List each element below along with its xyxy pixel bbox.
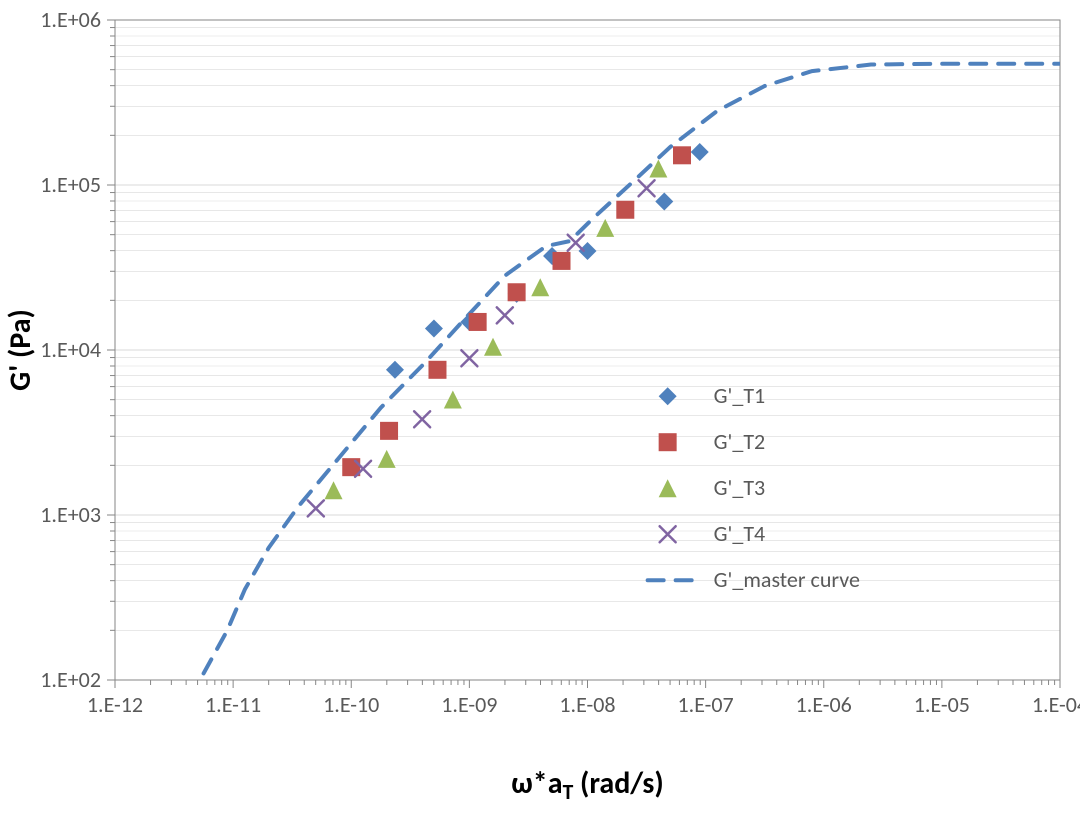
legend-label: G'_T2 — [714, 428, 766, 455]
x-tick-label: 1.E-07 — [678, 691, 734, 718]
legend-label: G'_T3 — [714, 474, 766, 501]
x-tick-label: 1.E-11 — [205, 691, 261, 718]
legend-label: G'_T4 — [714, 520, 766, 547]
y-tick-label: 1.E+04 — [40, 336, 101, 363]
y-tick-label: 1.E+05 — [40, 171, 101, 198]
x-tick-label: 1.E-05 — [914, 691, 970, 718]
x-tick-label: 1.E-04 — [1032, 691, 1080, 718]
y-tick-label: 1.E+03 — [40, 501, 101, 528]
y-tick-label: 1.E+02 — [40, 666, 101, 693]
legend-label: G'_T1 — [714, 382, 766, 409]
x-axis-title: ω*aT (rad/s) — [511, 765, 663, 805]
x-tick-label: 1.E-12 — [87, 691, 143, 718]
x-tick-label: 1.E-06 — [796, 691, 852, 718]
x-tick-label: 1.E-10 — [323, 691, 379, 718]
y-tick-label: 1.E+06 — [40, 6, 101, 33]
legend-label: G'_master curve — [714, 566, 860, 593]
x-tick-label: 1.E-08 — [559, 691, 615, 718]
y-axis-title: G' (Pa) — [2, 309, 39, 391]
rheology-master-curve-chart: 1.E-12 1.E-11 1.E-10 1.E-09 1.E-08 1.E-07 1.E-… — [0, 0, 1080, 813]
x-tick-label: 1.E-09 — [441, 691, 497, 718]
